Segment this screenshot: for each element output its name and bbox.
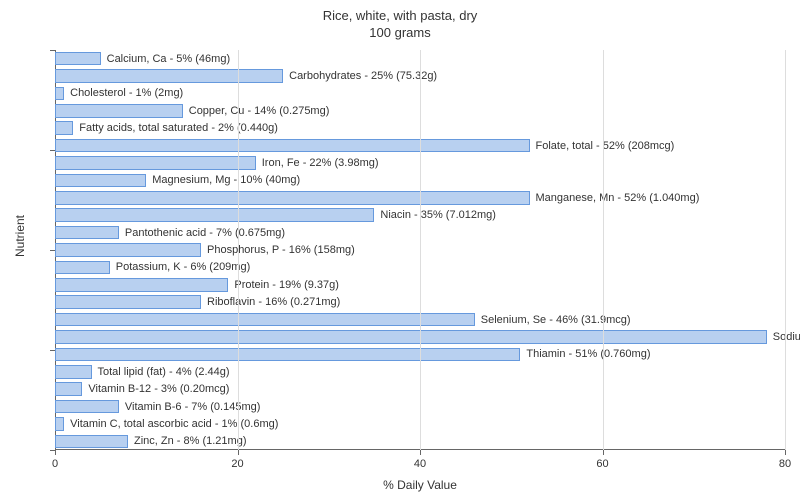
bar [55,278,228,292]
chart-title-line2: 100 grams [0,25,800,42]
gridline [785,50,786,450]
bar [55,243,201,257]
x-axis-label: % Daily Value [55,478,785,492]
bar [55,139,530,153]
bar [55,365,92,379]
chart-container: Rice, white, with pasta, dry 100 grams N… [0,0,800,500]
bar-label: Vitamin B-6 - 7% (0.145mg) [125,400,261,414]
bar-label: Thiamin - 51% (0.760mg) [526,348,650,362]
bar-label: Vitamin B-12 - 3% (0.20mcg) [88,382,229,396]
bar-label: Sodium, Na - 78% (1866mg) [773,330,800,344]
bar [55,156,256,170]
chart-title-line1: Rice, white, with pasta, dry [0,8,800,25]
y-tick [50,150,55,151]
bar-label: Selenium, Se - 46% (31.9mcg) [481,313,631,327]
x-tick-label: 20 [231,458,243,470]
bar [55,104,183,118]
x-tick [603,450,604,455]
bar-label: Calcium, Ca - 5% (46mg) [107,52,230,66]
bar-label: Copper, Cu - 14% (0.275mg) [189,104,330,118]
y-tick [50,250,55,251]
bar-label: Niacin - 35% (7.012mg) [380,208,496,222]
bar [55,208,374,222]
bar [55,191,530,205]
bar [55,435,128,449]
bar-label: Phosphorus, P - 16% (158mg) [207,243,355,257]
x-tick-label: 80 [779,458,791,470]
bar-label: Zinc, Zn - 8% (1.21mg) [134,435,246,449]
bar-label: Total lipid (fat) - 4% (2.44g) [98,365,230,379]
x-tick [238,450,239,455]
bar [55,87,64,101]
y-axis-label: Nutrient [13,237,27,257]
gridline [603,50,604,450]
x-tick-label: 60 [596,458,608,470]
chart-title: Rice, white, with pasta, dry 100 grams [0,8,800,42]
x-tick [785,450,786,455]
bar [55,417,64,431]
bar-label: Iron, Fe - 22% (3.98mg) [262,156,379,170]
bar [55,295,201,309]
x-tick [420,450,421,455]
y-tick [50,350,55,351]
bar-label: Folate, total - 52% (208mcg) [536,139,675,153]
bar [55,330,767,344]
bar [55,226,119,240]
bar [55,52,101,66]
bar-label: Vitamin C, total ascorbic acid - 1% (0.6… [70,417,278,431]
bar [55,382,82,396]
bar [55,348,520,362]
bar-label: Protein - 19% (9.37g) [234,278,339,292]
gridline [238,50,239,450]
bar-label: Carbohydrates - 25% (75.32g) [289,69,437,83]
bar-label: Manganese, Mn - 52% (1.040mg) [536,191,700,205]
bar [55,400,119,414]
bar [55,313,475,327]
bar [55,174,146,188]
bar-label: Magnesium, Mg - 10% (40mg) [152,174,300,188]
bar [55,121,73,135]
bar-label: Fatty acids, total saturated - 2% (0.440… [79,121,278,135]
bar-label: Cholesterol - 1% (2mg) [70,87,183,101]
bar-label: Riboflavin - 16% (0.271mg) [207,295,340,309]
x-tick [55,450,56,455]
y-tick [50,450,55,451]
y-tick [50,50,55,51]
x-tick-label: 0 [52,458,58,470]
bar [55,69,283,83]
bar [55,261,110,275]
gridline [420,50,421,450]
x-tick-label: 40 [414,458,426,470]
bar-label: Potassium, K - 6% (209mg) [116,261,251,275]
bar-label: Pantothenic acid - 7% (0.675mg) [125,226,285,240]
